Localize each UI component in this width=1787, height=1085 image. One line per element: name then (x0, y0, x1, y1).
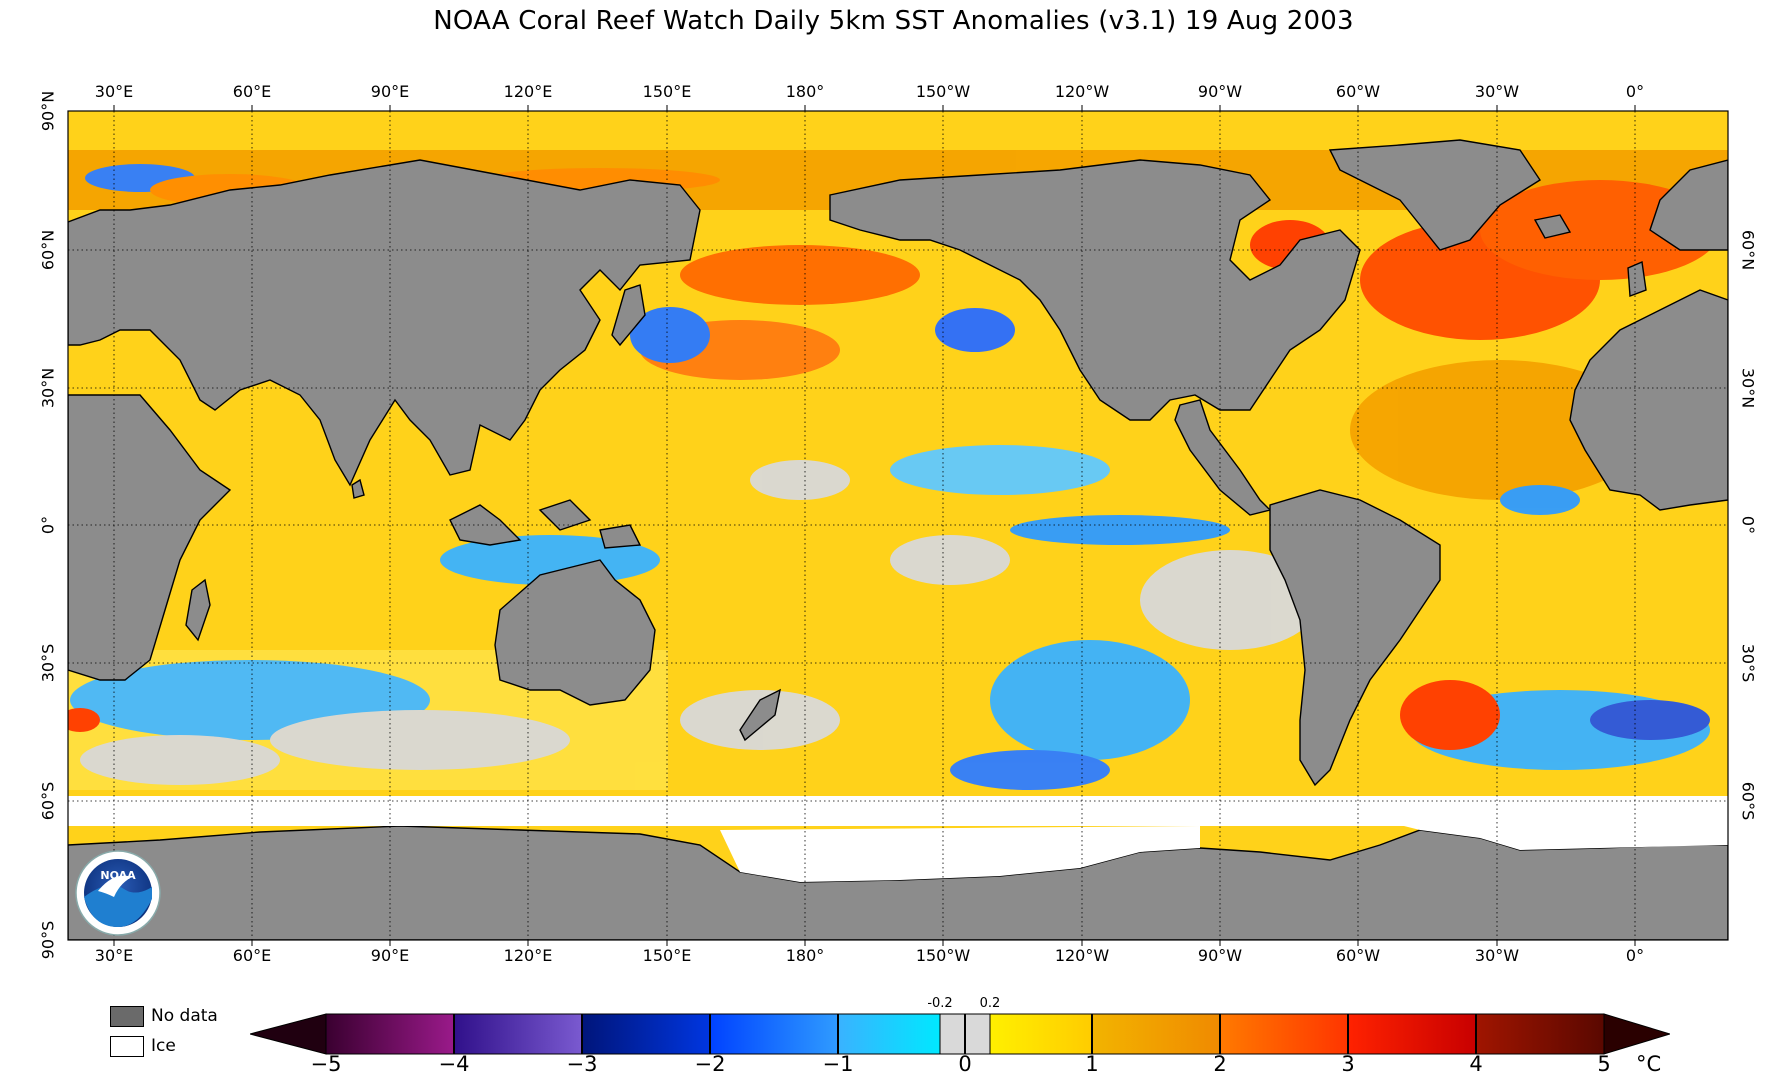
lon-label: 30°E (94, 82, 134, 101)
graticule (68, 111, 1728, 940)
lat-label: 60°N (38, 229, 58, 271)
anomaly-patches (68, 150, 1728, 790)
lat-label: 90°S (38, 920, 58, 960)
colorbar-tick: 5 (1597, 1052, 1611, 1076)
colorbar-small-tick: 0.2 (979, 996, 1001, 1011)
no-data-swatch (110, 1006, 144, 1027)
lon-label: 150°E (642, 946, 692, 965)
colorbar-tick: −3 (566, 1052, 598, 1076)
lon-label: 180° (785, 82, 825, 101)
lon-label: 0° (1625, 82, 1645, 101)
lon-label: 180° (785, 946, 825, 965)
lon-label: 30°E (94, 946, 134, 965)
colorbar-tick: −5 (310, 1052, 342, 1076)
ice-label: Ice (151, 1036, 176, 1056)
lon-label: 90°E (370, 82, 410, 101)
lon-label: 90°W (1197, 946, 1243, 965)
lon-label: 90°E (370, 946, 410, 965)
svg-text:NOAA: NOAA (100, 869, 136, 882)
lon-label: 150°W (915, 946, 971, 965)
no-data-label: No data (151, 1006, 218, 1026)
colorbar-tick: 2 (1213, 1052, 1227, 1076)
lat-label: 30°N (38, 367, 58, 409)
colorbar-tick: −4 (438, 1052, 470, 1076)
lon-label: 60°E (232, 946, 272, 965)
lat-label: 90°N (38, 90, 58, 132)
colorbar-unit: °C (1636, 1052, 1662, 1076)
land-masses (68, 139, 1728, 940)
ice-band (68, 796, 1728, 882)
lat-label: 0° (1738, 515, 1758, 535)
lon-label: 90°W (1197, 82, 1243, 101)
lon-label: 120°W (1054, 946, 1110, 965)
lon-label: 150°E (642, 82, 692, 101)
ice-swatch (110, 1036, 144, 1057)
colorbar-tick: 0 (958, 1052, 972, 1076)
lat-label: 30°S (38, 643, 58, 683)
lat-label: 60°S (1738, 781, 1758, 821)
lat-label: 30°S (1738, 643, 1758, 683)
colorbar-small-tick: -0.2 (927, 996, 953, 1011)
lon-label: 30°W (1474, 82, 1520, 101)
noaa-logo: NOAA (75, 850, 161, 936)
colorbar-tick: −1 (822, 1052, 854, 1076)
colorbar-tick: 3 (1341, 1052, 1355, 1076)
lon-label: 60°W (1335, 946, 1381, 965)
colorbar-tick: −2 (694, 1052, 726, 1076)
lat-label: 30°N (1738, 367, 1758, 409)
lon-label: 60°E (232, 82, 272, 101)
lon-label: 0° (1625, 946, 1645, 965)
lon-label: 60°W (1335, 82, 1381, 101)
lon-label: 30°W (1474, 946, 1520, 965)
map-title: NOAA Coral Reef Watch Daily 5km SST Anom… (433, 6, 1354, 36)
colorbar (250, 1013, 1670, 1055)
lon-label: 120°E (503, 946, 553, 965)
lon-label: 150°W (915, 82, 971, 101)
colorbar-tick: 4 (1469, 1052, 1483, 1076)
lon-label: 120°W (1054, 82, 1110, 101)
lat-label: 60°N (1738, 229, 1758, 271)
map-ticks (113, 105, 1636, 946)
lon-label: 120°E (503, 82, 553, 101)
colorbar-tick: 1 (1085, 1052, 1099, 1076)
lat-label: 0° (38, 515, 58, 535)
map-frame (67, 110, 1729, 941)
lat-label: 60°S (38, 781, 58, 821)
